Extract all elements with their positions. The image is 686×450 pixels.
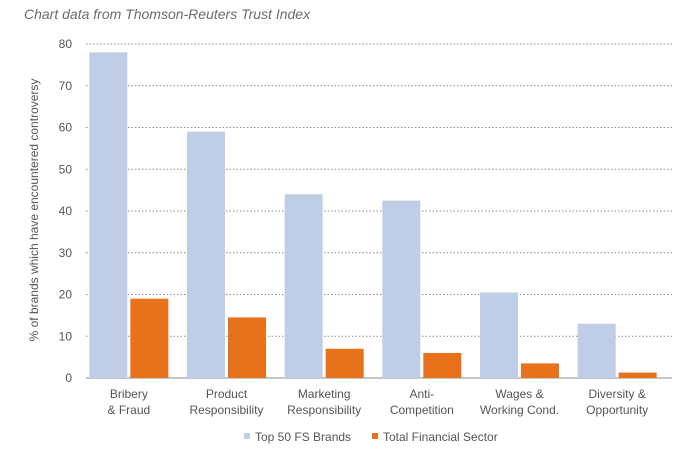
bar-total-financial-sector <box>521 363 559 378</box>
legend-swatch <box>244 433 250 439</box>
x-axis-labels: Bribery & Fraud Product Responsibility Marke… <box>107 387 648 417</box>
y-axis-title: % of brands which have encountered contr… <box>27 79 41 342</box>
x-category-label: Opportunity <box>586 403 648 417</box>
bar-top-50-fs-brands <box>480 292 518 378</box>
y-tick-label: 0 <box>65 371 72 385</box>
x-category-label: Competition <box>390 403 454 417</box>
y-tick-label: 60 <box>59 121 73 135</box>
bar-total-financial-sector <box>618 372 657 378</box>
x-category-label: Anti- <box>409 387 434 401</box>
legend-label: Total Financial Sector <box>383 430 498 444</box>
y-tick-label: 30 <box>59 246 73 260</box>
bar-total-financial-sector <box>325 348 364 378</box>
x-category-label: Diversity & <box>588 387 645 401</box>
y-axis-ticks: 0 10 20 30 40 50 60 70 80 <box>59 37 73 385</box>
y-tick-label: 80 <box>59 37 73 51</box>
bar-top-50-fs-brands <box>89 52 128 378</box>
y-tick-label: 20 <box>59 288 73 302</box>
grid-lines <box>86 43 672 379</box>
legend: Top 50 FS Brands Total Financial Sector <box>244 430 498 444</box>
legend-item-top-50-fs-brands: Top 50 FS Brands <box>244 430 351 444</box>
x-category-label: Marketing <box>298 387 351 401</box>
x-category-label: Product <box>206 387 248 401</box>
bar-top-50-fs-brands <box>284 194 323 378</box>
bar-total-financial-sector <box>423 352 462 378</box>
x-category-label: Responsibility <box>189 403 263 417</box>
legend-item-total-financial-sector: Total Financial Sector <box>372 430 498 444</box>
y-tick-label: 50 <box>59 162 73 176</box>
y-tick-label: 10 <box>59 329 73 343</box>
bar-total-financial-sector <box>130 298 169 378</box>
bar-total-financial-sector <box>228 317 266 378</box>
x-category-label: Responsibility <box>287 403 361 417</box>
legend-swatch <box>372 433 378 439</box>
bar-top-50-fs-brands <box>187 131 225 378</box>
y-tick-label: 70 <box>59 79 73 93</box>
bars <box>89 52 657 378</box>
x-category-label: & Fraud <box>107 403 150 417</box>
legend-label: Top 50 FS Brands <box>255 430 351 444</box>
bar-top-50-fs-brands <box>577 323 616 378</box>
y-tick-label: 40 <box>59 204 73 218</box>
bar-top-50-fs-brands <box>382 200 421 378</box>
chart-title: Chart data from Thomson-Reuters Trust In… <box>24 6 311 22</box>
x-category-label: Wages & <box>495 387 543 401</box>
x-category-label: Working Cond. <box>480 403 559 417</box>
x-category-label: Bribery <box>110 387 148 401</box>
